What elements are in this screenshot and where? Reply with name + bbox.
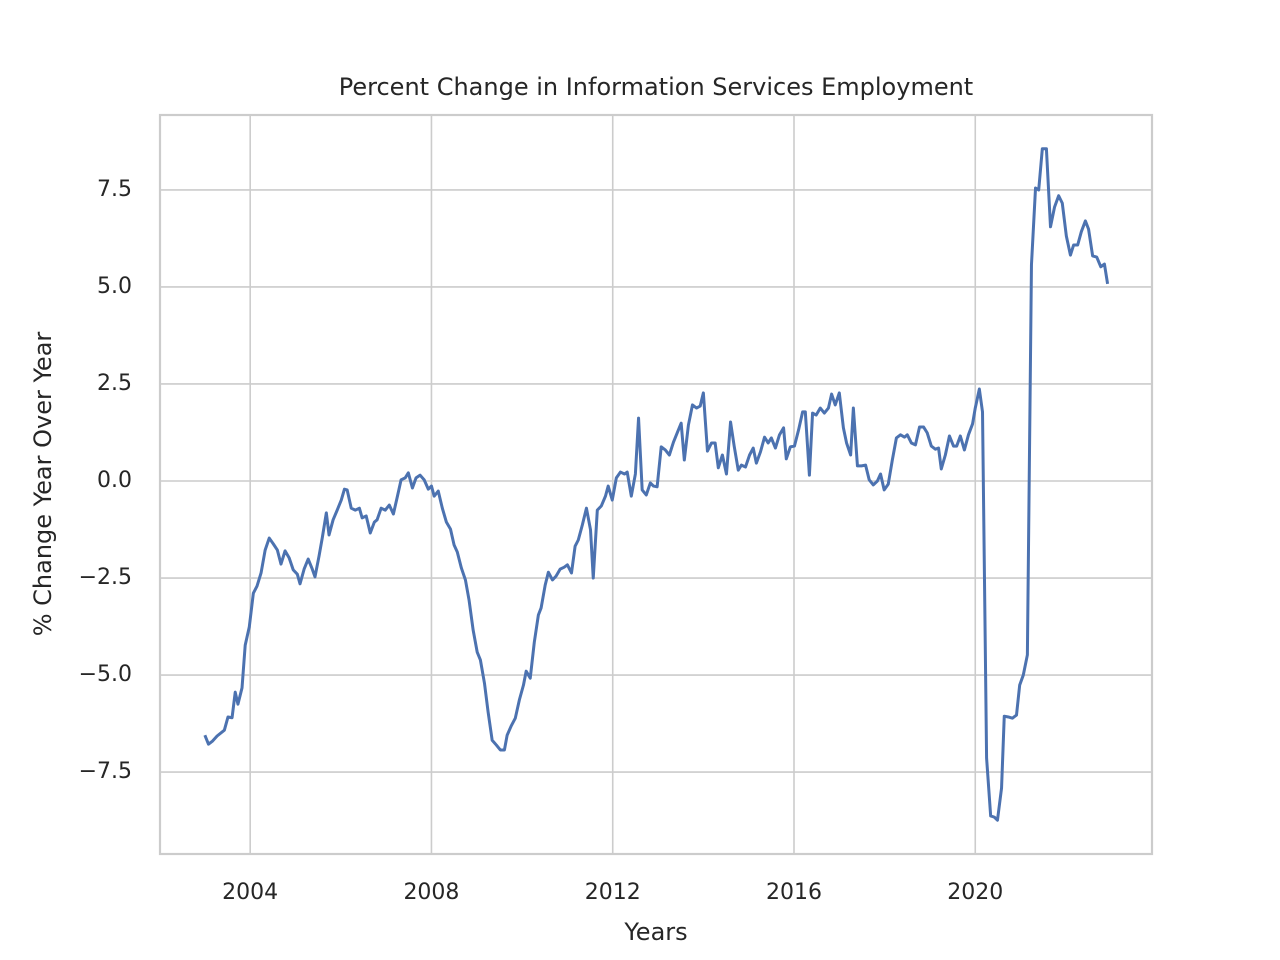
data-line bbox=[203, 147, 1110, 822]
chart-title: Percent Change in Information Services E… bbox=[339, 73, 973, 101]
y-tick-label: 5.0 bbox=[97, 274, 132, 299]
plot-area bbox=[203, 147, 1110, 822]
x-tick-label: 2020 bbox=[947, 880, 1003, 905]
y-tick-label: 7.5 bbox=[97, 177, 132, 202]
x-tick-label: 2008 bbox=[403, 880, 459, 905]
y-tick-label: 2.5 bbox=[97, 371, 132, 396]
y-tick-label: −7.5 bbox=[79, 759, 132, 784]
axes-frame bbox=[158, 113, 1154, 856]
y-tick-label: 0.0 bbox=[97, 468, 132, 493]
x-tick-label: 2016 bbox=[766, 880, 822, 905]
x-tick-label: 2004 bbox=[222, 880, 278, 905]
y-axis-title: % Change Year Over Year bbox=[29, 332, 57, 637]
x-tick-label: 2012 bbox=[585, 880, 641, 905]
grid bbox=[160, 115, 1152, 854]
x-axis-title: Years bbox=[623, 918, 687, 946]
y-tick-label: −5.0 bbox=[79, 662, 132, 687]
y-tick-label: −2.5 bbox=[79, 565, 132, 590]
